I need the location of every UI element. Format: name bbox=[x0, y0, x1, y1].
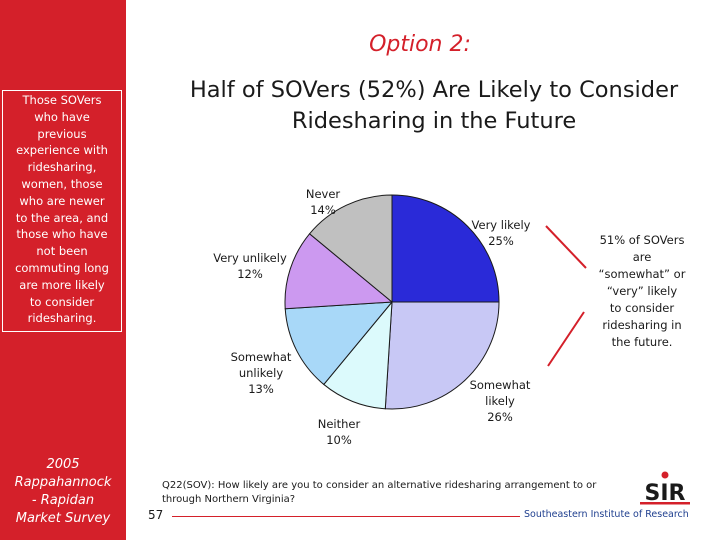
callout-line-2 bbox=[547, 311, 585, 367]
sidebar: Those SOVers who have previous experienc… bbox=[0, 0, 126, 540]
footer-rule bbox=[172, 516, 520, 517]
pie-slice-somewhat-likely bbox=[384, 301, 500, 410]
logo-text: SIR bbox=[645, 481, 686, 506]
pie-slice-never bbox=[308, 194, 393, 304]
option-heading: Option 2: bbox=[369, 32, 471, 57]
label-never: Never 14% bbox=[305, 187, 341, 217]
label-somewhat-unlikely: Somewhat unlikely 13% bbox=[230, 350, 292, 396]
label-very-unlikely: Very unlikely 12% bbox=[213, 251, 287, 281]
survey-name: 2005 Rappahannock - Rapidan Market Surve… bbox=[14, 457, 112, 526]
label-neither: Neither 10% bbox=[317, 417, 361, 447]
pie-slice-somewhat-unlikely bbox=[284, 301, 394, 386]
pie-slice-very-likely bbox=[391, 194, 500, 303]
callout-note: 51% of SOVers are “somewhat” or “very” l… bbox=[598, 233, 686, 349]
pie-slice-very-unlikely bbox=[284, 233, 394, 310]
organization-name: Southeastern Institute of Research bbox=[524, 509, 689, 520]
page-title: Half of SOVers (52%) Are Likely to Consi… bbox=[189, 77, 679, 134]
survey-question: Q22(SOV): How likely are you to consider… bbox=[162, 480, 597, 505]
label-somewhat-likely: Somewhat likely 26% bbox=[469, 378, 531, 424]
label-very-likely: Very likely 25% bbox=[471, 218, 531, 248]
sidebar-note-border bbox=[2, 90, 122, 332]
page-number: 57 bbox=[148, 508, 164, 522]
sidebar-note: Those SOVers who have previous experienc… bbox=[4, 92, 120, 330]
sir-logo: SIR bbox=[640, 471, 690, 506]
callout-line-1 bbox=[545, 225, 587, 269]
